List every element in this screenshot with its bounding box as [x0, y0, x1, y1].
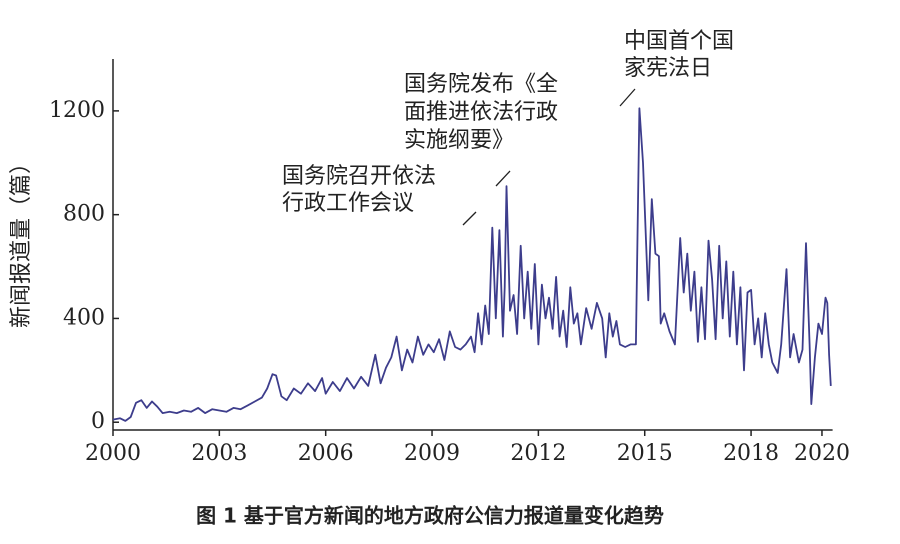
x-tick-label: 2018	[723, 441, 779, 466]
y-tick-label: 0	[91, 409, 105, 434]
annotation-text: 实施纲要》	[404, 128, 514, 153]
annotation-text: 行政工作会议	[282, 191, 414, 216]
annotation-text: 家宪法日	[624, 56, 712, 81]
caption: 图 1 基于官方新闻的地方政府公信力报道量变化趋势	[196, 504, 664, 528]
annotation-text: 国务院发布《全	[404, 72, 558, 97]
x-tick-label: 2012	[510, 441, 566, 466]
annotation-text: 中国首个国	[624, 29, 734, 54]
annotation-text: 面推进依法行政	[404, 100, 558, 125]
x-tick-label: 2003	[191, 441, 247, 466]
x-tick-label: 2020	[794, 441, 850, 466]
annotation-pointer	[462, 211, 477, 226]
y-tick-label: 400	[63, 305, 105, 330]
x-tick-label: 2015	[617, 441, 673, 466]
annotation-text: 国务院召开依法	[282, 164, 436, 189]
data-line	[112, 107, 832, 422]
x-tick-label: 2006	[298, 441, 354, 466]
x-tick-label: 2000	[85, 441, 141, 466]
annotation-pointer	[619, 88, 636, 107]
y-tick-label: 800	[63, 202, 105, 227]
x-tick-label: 2009	[404, 441, 460, 466]
y-tick-label: 1200	[49, 98, 105, 123]
annotation-pointer	[495, 170, 511, 187]
y-axis-label: 新闻报道量（篇）	[9, 152, 34, 328]
